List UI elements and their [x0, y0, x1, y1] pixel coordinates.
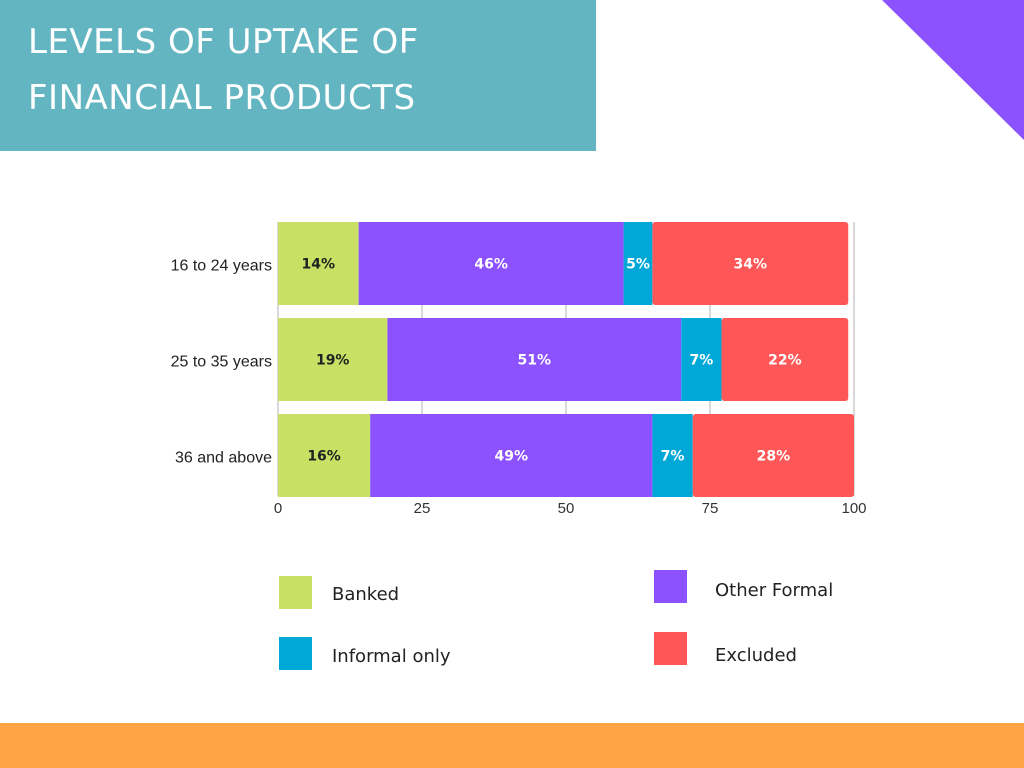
legend-label-other-formal: Other Formal [715, 580, 834, 601]
bar-segment [278, 318, 388, 401]
x-tick-label: 25 [414, 500, 431, 517]
data-label: 22% [768, 353, 802, 369]
legend-label-banked: Banked [332, 584, 400, 605]
bar-segment [623, 222, 653, 305]
data-label: 49% [495, 449, 529, 465]
bar-segment [358, 222, 624, 305]
data-label: 34% [734, 257, 768, 273]
stacked-bar-chart: 0 25 50 75 100 14% 46% 5% 34% 16 to 24 years 19% 51… [171, 222, 867, 517]
x-tick-label: 50 [558, 500, 575, 517]
legend-swatch-other-formal [654, 570, 687, 603]
y-category-label: 36 and above [175, 450, 272, 467]
y-category-label: 16 to 24 years [171, 258, 272, 275]
bar-segment [721, 318, 849, 401]
bar-segment [652, 414, 693, 497]
bar-segment [278, 414, 371, 497]
legend-swatch-banked [279, 576, 312, 609]
y-category-label: 25 to 35 years [171, 354, 272, 371]
x-tick-label: 75 [702, 500, 719, 517]
data-label: 7% [689, 353, 713, 369]
data-label: 28% [757, 449, 791, 465]
bar-segment [387, 318, 682, 401]
x-tick-label: 0 [274, 500, 282, 517]
title-line-1: LEVELS OF UPTAKE OF [28, 22, 419, 62]
bottom-bar [0, 723, 1024, 768]
legend-swatch-excluded [654, 632, 687, 665]
data-label: 5% [626, 257, 650, 273]
x-tick-label: 100 [841, 500, 866, 517]
title-line-2: FINANCIAL PRODUCTS [28, 78, 416, 118]
data-label: 16% [307, 449, 341, 465]
data-label: 7% [661, 449, 685, 465]
data-label: 46% [474, 257, 508, 273]
bar-segment [278, 222, 359, 305]
data-label: 19% [316, 353, 350, 369]
bar-segment [692, 414, 854, 497]
legend-swatch-informal-only [279, 637, 312, 670]
data-label: 14% [302, 257, 336, 273]
corner-decoration [882, 0, 1024, 140]
title-banner: LEVELS OF UPTAKE OF FINANCIAL PRODUCTS [0, 0, 596, 151]
legend-label-excluded: Excluded [715, 645, 797, 666]
data-label: 51% [518, 353, 552, 369]
bar-segment [681, 318, 722, 401]
legend-label-informal-only: Informal only [332, 646, 451, 667]
bar-segment [370, 414, 653, 497]
bar-segment [652, 222, 849, 305]
